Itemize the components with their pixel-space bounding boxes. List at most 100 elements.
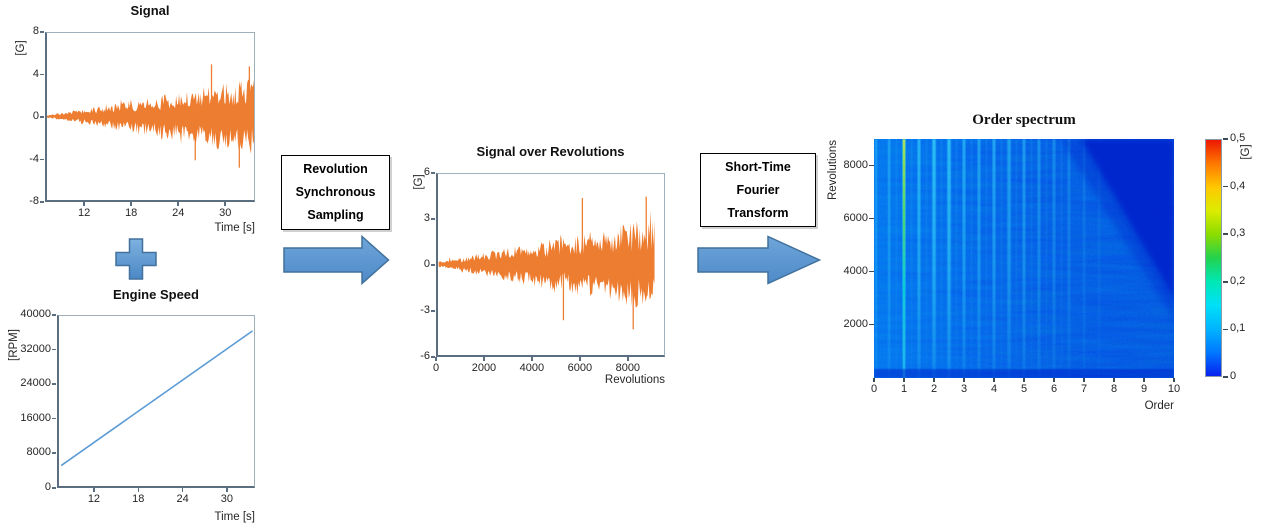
signal-series-canvas xyxy=(47,64,254,168)
order-spectrum-x-axis-label: Order xyxy=(1144,400,1174,412)
order-spectrum-x-tick-mark xyxy=(933,378,935,382)
signal-y-tick-mark xyxy=(40,116,44,118)
order-spectrum-x-tick-label: 5 xyxy=(1020,383,1028,395)
signal-over-revolutions-x-tick-label: 4000 xyxy=(519,362,545,374)
colorbar-tick-mark xyxy=(1223,281,1228,283)
engine-speed-x-tick-mark xyxy=(93,488,95,492)
box2-line2: Fourier xyxy=(736,182,780,197)
colorbar-tick-mark xyxy=(1223,233,1228,235)
order-spectrum-heatmap xyxy=(874,139,1174,378)
signal-y-tick-label: 0 xyxy=(32,110,39,122)
order-spectrum-y-tick-mark xyxy=(869,270,874,273)
order-spectrum-x-tick-label: 9 xyxy=(1140,383,1148,395)
resampled-signal-waveform xyxy=(438,210,655,308)
colorbar-tick-mark xyxy=(1223,138,1228,140)
order-spectrum-x-tick-mark xyxy=(1113,378,1115,382)
engine-speed-y-tick-mark xyxy=(52,417,56,420)
signal-y-tick-label: 4 xyxy=(32,67,39,80)
arrow-right-icon xyxy=(283,235,390,285)
signal-x-tick-label: 18 xyxy=(125,207,138,219)
colorbar-tick-label: 0,4 xyxy=(1230,179,1246,192)
signal-over-revolutions-plot-area xyxy=(436,173,665,357)
box1-line3: Sampling xyxy=(307,208,364,222)
signal-over-revolutions-x-tick-mark xyxy=(483,357,485,361)
signal-y-tick-mark xyxy=(40,73,44,75)
signal-over-revolutions-y-tick-mark xyxy=(431,264,435,266)
engine-speed-y-tick-label: 0 xyxy=(44,481,51,493)
order-spectrum-title: Order spectrum xyxy=(972,112,1076,128)
engine-speed-x-tick-label: 18 xyxy=(132,493,145,505)
order-spectrum-x-tick-label: 8 xyxy=(1110,383,1118,395)
signal-x-tick-label: 30 xyxy=(219,207,232,219)
box2-line3: Transform xyxy=(727,205,789,220)
signal-over-revolutions-x-tick-label: 2000 xyxy=(471,362,497,374)
order-spectrum-y-tick-label: 8000 xyxy=(843,158,868,171)
engine-speed-x-tick-mark xyxy=(226,488,228,492)
order-spectrum-x-tick-mark xyxy=(1143,378,1145,382)
signal-x-tick-label: 12 xyxy=(78,207,91,219)
engine-speed-x-tick-label: 30 xyxy=(220,493,234,505)
signal-over-revolutions-series-canvas xyxy=(438,196,655,330)
signal-over-revolutions-plot-title: Signal over Revolutions xyxy=(476,144,625,159)
signal-y-tick-label: -8 xyxy=(29,195,39,207)
colorbar-tick-mark xyxy=(1223,376,1228,378)
order-spectrum-x-tick-label: 2 xyxy=(930,383,938,395)
engine-speed-y-tick-mark xyxy=(52,314,56,316)
order-spectrum-y-tick-label: 6000 xyxy=(843,211,868,224)
order-spectrum-x-tick-mark xyxy=(1053,378,1055,382)
signal-x-axis-label: Time [s] xyxy=(214,222,255,234)
signal-over-revolutions-x-axis-label: Revolutions xyxy=(604,374,665,386)
signal-over-revolutions-y-tick-mark xyxy=(431,356,435,358)
signal-over-revolutions-y-tick-label: -3 xyxy=(420,304,430,316)
signal-y-tick-label: 8 xyxy=(32,25,39,37)
order-spectrum-x-tick-label: 0 xyxy=(870,383,878,395)
signal-over-revolutions-x-tick-mark xyxy=(435,357,437,361)
process-box-revolution-synchronous-sampling: Revolution Synchronous Sampling xyxy=(281,155,390,230)
engine-speed-x-axis-label: Time [s] xyxy=(214,511,255,523)
order-spectrum-x-tick-label: 3 xyxy=(960,383,968,395)
colorbar-tick-label: 0,2 xyxy=(1230,274,1246,287)
order-spectrum-x-tick-label: 1 xyxy=(900,383,908,395)
signal-over-revolutions-y-tick-label: 3 xyxy=(423,212,430,224)
order-spectrum-x-tick-mark xyxy=(963,378,965,382)
order-spectrum-x-tick-mark xyxy=(1023,378,1025,382)
signal-y-tick-label: -4 xyxy=(29,152,39,165)
colorbar-tick-label: 0,3 xyxy=(1230,227,1246,240)
order-spectrum-image xyxy=(874,139,1174,378)
engine-speed-y-tick-mark xyxy=(52,487,56,489)
engine-speed-y-tick-label: 8000 xyxy=(26,446,51,459)
order-spectrum-y-tick-mark xyxy=(869,164,874,167)
signal-over-revolutions-x-tick-label: 0 xyxy=(432,362,440,374)
signal-over-revolutions-x-tick-mark xyxy=(579,357,581,361)
signal-over-revolutions-x-tick-label: 6000 xyxy=(567,362,593,374)
engine-speed-plot-area xyxy=(57,315,255,488)
colorbar-gradient xyxy=(1205,139,1222,377)
signal-over-revolutions-y-tick-mark xyxy=(431,310,435,312)
signal-over-revolutions-y-tick-label: 0 xyxy=(423,258,430,270)
signal-y-tick-mark xyxy=(40,201,44,203)
engine-speed-y-tick-label: 40000 xyxy=(20,308,51,320)
colorbar-tick-label: 0,5 xyxy=(1230,132,1246,144)
engine-speed-y-tick-mark xyxy=(52,383,56,385)
vibration-signal-waveform xyxy=(47,79,254,155)
colorbar-tick-mark xyxy=(1223,328,1228,331)
engine-speed-x-tick-mark xyxy=(181,488,184,492)
signal-x-tick-label: 24 xyxy=(172,207,185,219)
signal-x-tick-mark xyxy=(83,202,85,206)
signal-y-tick-mark xyxy=(40,158,44,160)
signal-over-revolutions-x-tick-mark xyxy=(627,357,629,361)
arrow-right-icon xyxy=(697,235,821,285)
engine-speed-y-tick-mark xyxy=(52,348,56,351)
engine-speed-y-tick-mark xyxy=(52,452,56,454)
order-spectrum-x-tick-label: 7 xyxy=(1080,383,1088,395)
signal-x-tick-mark xyxy=(177,202,179,206)
signal-over-revolutions-y-tick-mark xyxy=(431,218,435,220)
order-spectrum-x-tick-mark xyxy=(903,378,905,382)
signal-over-revolutions-y-tick-label: 6 xyxy=(423,166,430,178)
signal-over-revolutions-y-tick-mark xyxy=(431,172,435,174)
engine-speed-plot-title: Engine Speed xyxy=(113,287,199,302)
colorbar-tick-mark xyxy=(1223,185,1228,188)
engine-speed-ramp-line xyxy=(60,330,253,467)
order-spectrum-y-tick-mark xyxy=(869,217,874,220)
box2-line1: Short-Time xyxy=(725,159,791,174)
